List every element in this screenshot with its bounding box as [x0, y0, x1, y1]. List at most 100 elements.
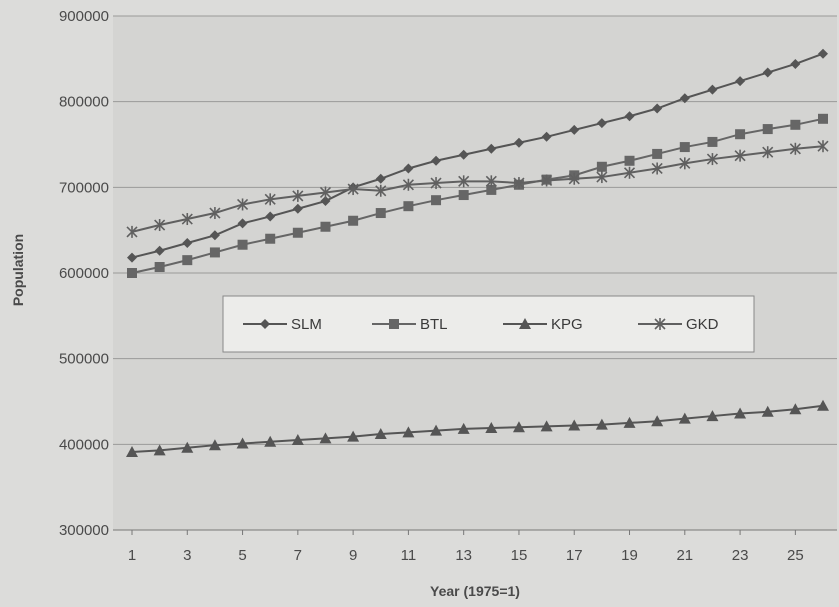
data-point-gkd: [734, 149, 746, 162]
data-point-kpg: [678, 412, 691, 424]
x-tick-label: 15: [511, 547, 528, 564]
data-point-btl: [375, 208, 386, 219]
data-point-slm: [818, 48, 828, 59]
data-point-gkd: [375, 184, 387, 197]
x-axis-label: Year (1975=1): [430, 583, 520, 599]
data-point-kpg: [319, 432, 332, 444]
x-tick-label: 17: [566, 547, 583, 564]
data-point-gkd: [651, 162, 663, 175]
data-point-gkd: [154, 219, 166, 232]
data-point-btl: [127, 268, 137, 278]
y-axis-ticks: 300000 400000 500000 600000 700000 800000 9000…: [59, 8, 109, 539]
data-point-btl: [679, 142, 690, 153]
x-tick-label: 21: [676, 547, 693, 564]
data-point-btl: [652, 148, 663, 159]
legend-item-gkd: GKD: [638, 316, 719, 333]
y-tick-label: 300000: [59, 522, 109, 539]
x-tick-label: 23: [732, 547, 749, 564]
data-point-slm: [513, 137, 524, 148]
data-point-slm: [375, 173, 386, 184]
data-point-kpg: [540, 420, 553, 432]
data-point-btl: [735, 129, 746, 140]
legend-marker-slm: [260, 319, 270, 329]
data-point-gkd: [402, 178, 414, 191]
data-point-kpg: [264, 435, 277, 447]
data-point-slm: [624, 111, 635, 122]
data-point-kpg: [347, 430, 360, 442]
data-point-gkd: [292, 189, 304, 202]
data-point-kpg: [402, 426, 415, 438]
data-point-gkd: [596, 171, 608, 184]
data-point-slm: [237, 218, 248, 229]
legend-label: KPG: [551, 316, 583, 333]
data-point-slm: [762, 67, 773, 78]
legend-label: BTL: [420, 316, 448, 333]
y-tick-label: 500000: [59, 351, 109, 368]
legend-item-slm: SLM: [243, 316, 322, 333]
data-point-slm: [707, 84, 718, 95]
data-point-gkd: [126, 225, 138, 238]
data-point-slm: [790, 58, 801, 69]
data-point-btl: [182, 255, 193, 266]
x-tick-label: 9: [349, 547, 357, 564]
y-tick-label: 900000: [59, 8, 109, 25]
data-point-kpg: [706, 410, 719, 422]
data-point-gkd: [485, 175, 497, 188]
data-point-btl: [292, 227, 303, 238]
data-point-btl: [320, 221, 331, 232]
data-point-kpg: [817, 399, 829, 411]
data-point-kpg: [734, 407, 747, 419]
data-point-kpg: [236, 437, 249, 449]
y-tick-label: 700000: [59, 179, 109, 196]
series-line-kpg: [131, 404, 824, 454]
data-point-btl: [458, 190, 469, 201]
legend-label: GKD: [686, 316, 719, 333]
data-point-kpg: [126, 446, 138, 458]
data-point-slm: [569, 124, 580, 135]
legend-item-kpg: KPG: [503, 316, 583, 333]
data-point-btl: [486, 184, 497, 195]
data-point-gkd: [264, 193, 276, 206]
data-point-gkd: [236, 198, 249, 211]
data-point-slm: [320, 196, 331, 207]
data-point-btl: [265, 233, 276, 244]
series-line-slm: [131, 52, 824, 259]
legend: SLM BTL KPG GKD: [222, 295, 755, 353]
data-point-gkd: [817, 140, 829, 153]
data-point-gkd: [762, 146, 774, 159]
data-point-kpg: [568, 419, 581, 431]
data-point-kpg: [623, 416, 636, 428]
data-point-gkd: [209, 207, 221, 220]
data-point-kpg: [651, 415, 664, 427]
legend-label: SLM: [291, 316, 322, 333]
data-point-gkd: [679, 157, 691, 170]
series-kpg: [126, 399, 829, 458]
data-point-btl: [818, 113, 828, 124]
data-point-slm: [486, 143, 497, 154]
data-point-slm: [403, 163, 414, 174]
data-point-gkd: [568, 172, 580, 185]
data-point-slm: [652, 103, 663, 114]
data-point-gkd: [430, 177, 442, 190]
data-point-kpg: [153, 444, 166, 456]
data-point-btl: [431, 195, 442, 206]
data-point-gkd: [458, 175, 470, 188]
series-gkd: [126, 140, 829, 238]
data-point-kpg: [430, 424, 443, 436]
data-point-kpg: [595, 418, 608, 430]
data-point-btl: [790, 119, 801, 130]
legend-marker-kpg: [519, 318, 531, 329]
y-tick-label: 800000: [59, 94, 109, 111]
data-point-kpg: [374, 428, 387, 440]
data-point-btl: [624, 155, 635, 166]
data-point-slm: [541, 131, 552, 142]
data-point-slm: [127, 252, 137, 263]
data-point-slm: [596, 118, 607, 129]
data-point-btl: [707, 136, 718, 147]
x-axis-ticks: 1 3 5 7 9 11 13 15 17 19 21 23 25: [128, 530, 804, 564]
legend-marker-btl: [389, 319, 399, 329]
data-point-gkd: [181, 213, 193, 226]
y-tick-label: 600000: [59, 265, 109, 282]
data-point-kpg: [485, 422, 498, 434]
